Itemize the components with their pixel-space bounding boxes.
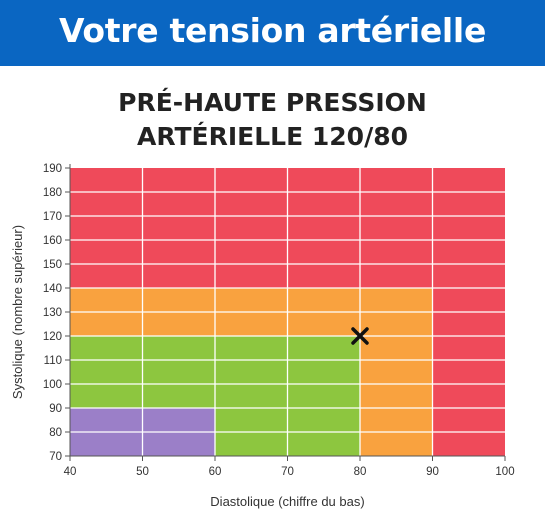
chart-title-line-1: PRÉ-HAUTE PRESSION	[118, 88, 427, 117]
x-tick-label-100: 100	[495, 466, 514, 478]
y-tick-label-90: 90	[49, 403, 62, 415]
y-tick-label-140: 140	[43, 283, 62, 295]
y-tick-label-130: 130	[43, 307, 62, 319]
header-bar: Votre tension artérielle	[0, 0, 545, 66]
y-tick-label-160: 160	[43, 235, 62, 247]
y-tick-label-120: 120	[43, 331, 62, 343]
reading-marker	[351, 327, 369, 345]
x-axis-title: Diastolique (chiffre du bas)	[210, 494, 364, 509]
y-tick-label-100: 100	[43, 379, 62, 391]
page-title: Votre tension artérielle	[58, 11, 487, 50]
x-tick-label-90: 90	[426, 466, 439, 478]
y-tick-label-180: 180	[43, 187, 62, 199]
y-tick-label-150: 150	[43, 259, 62, 271]
chart-title-line-2: ARTÉRIELLE 120/80	[137, 122, 408, 151]
y-tick-label-80: 80	[49, 427, 62, 439]
x-tick-label-60: 60	[209, 466, 222, 478]
x-tick-label-40: 40	[64, 466, 77, 478]
y-tick-label-190: 190	[43, 163, 62, 175]
y-tick-label-170: 170	[43, 211, 62, 223]
y-tick-label-70: 70	[49, 451, 62, 463]
x-tick-label-80: 80	[354, 466, 367, 478]
x-tick-label-50: 50	[136, 466, 149, 478]
y-tick-label-110: 110	[44, 355, 62, 367]
reading-marker-stroke-1	[351, 327, 369, 345]
x-tick-label-70: 70	[281, 466, 294, 478]
y-axis-title: Systolique (nombre supérieur)	[10, 225, 25, 399]
